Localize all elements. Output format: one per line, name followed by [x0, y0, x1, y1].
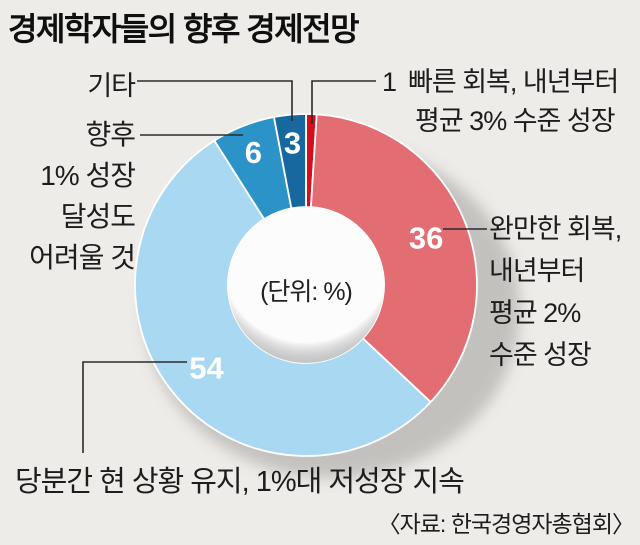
label-slow-growth: 향후 1% 성장 달성도 어려울 것	[29, 119, 136, 273]
label-fast-recovery-line1: 1 빠른 회복, 내년부터	[382, 63, 619, 102]
slice-value-54: 54	[189, 350, 224, 385]
label-other: 기타	[87, 71, 136, 101]
chart-title: 경제학자들의 향후 경제전망	[8, 11, 360, 47]
callout-line-maintain	[82, 361, 187, 453]
label-moderate-recovery: 완만한 회복, 내년부터 평균 2% 수준 성장	[489, 214, 622, 370]
slice-value-3: 3	[284, 126, 301, 161]
slice-value-36: 36	[409, 220, 443, 255]
label-maintain-status: 당분간 현 상황 유지, 1%대 저성장 지속	[15, 466, 465, 498]
donut-hole-shading	[228, 207, 384, 363]
donut-segment-36	[309, 113, 478, 403]
callout-line-fast	[311, 80, 376, 124]
callout-line-other	[137, 80, 293, 121]
slice-value-6: 6	[245, 135, 262, 170]
label-fast-recovery: 1 빠른 회복, 내년부터 평균 3% 수준 성장	[382, 63, 619, 141]
fast-recovery-text: 빠른 회복, 내년부터	[408, 67, 619, 97]
source-credit: 〈자료: 한국경영자총협회〉	[377, 511, 635, 537]
unit-note: (단위: %)	[260, 278, 353, 306]
fast-recovery-value: 1	[382, 67, 397, 97]
label-fast-recovery-line2: 평균 3% 수준 성장	[415, 106, 616, 136]
slice-value-labels: 36 54 6 3	[189, 126, 443, 386]
